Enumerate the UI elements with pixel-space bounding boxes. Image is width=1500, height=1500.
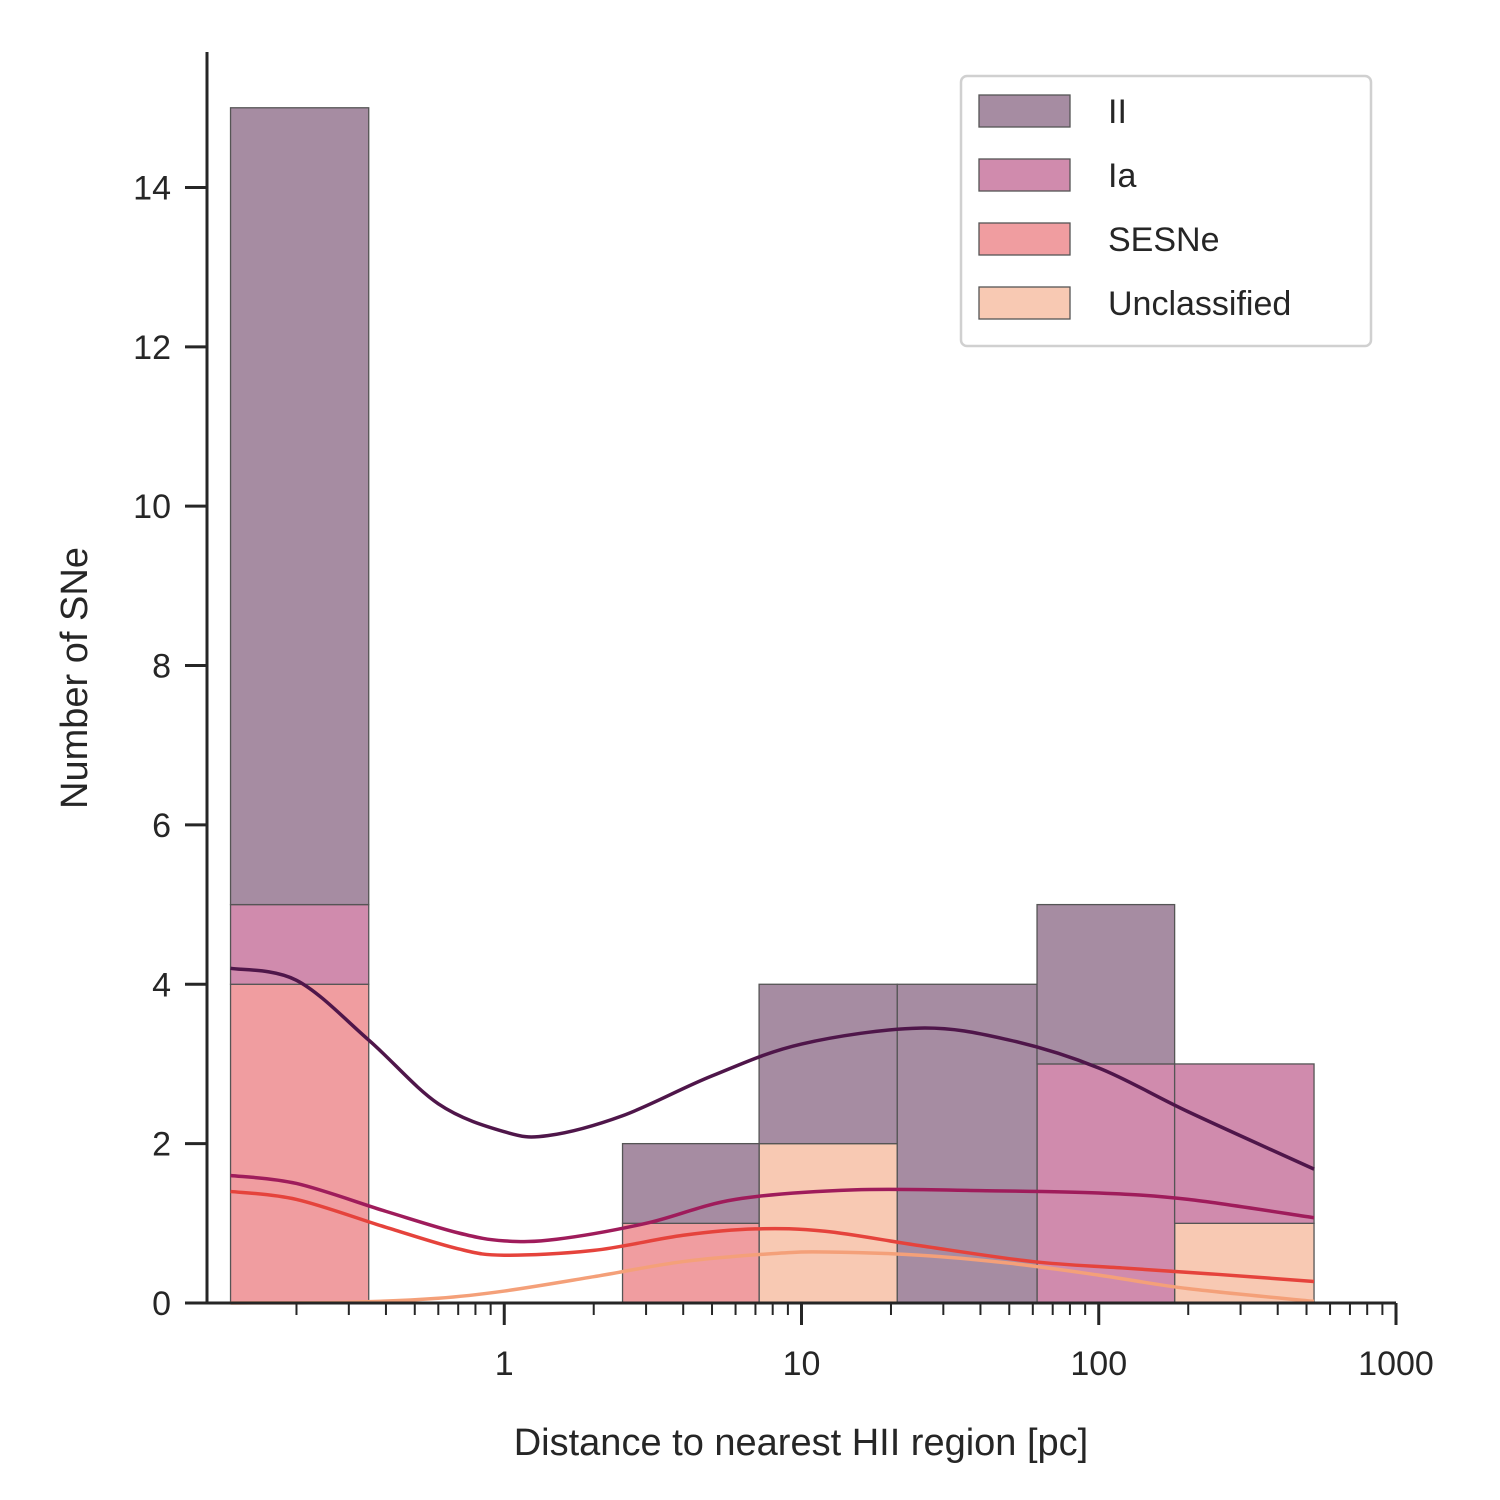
x-ticks: 1 10 100 1000 [295,1303,1434,1383]
y-tick-label: 12 [133,329,171,367]
legend-swatch-ia [978,158,1071,192]
y-tick-label: 10 [133,488,171,526]
y-axis-title: Number of SNe [54,547,96,809]
legend-label-sesne: SESNe [1108,221,1220,259]
x-tick-label: 100 [1070,1345,1127,1383]
y-tick-label: 0 [152,1285,171,1323]
bar-ii-bin-4 [758,983,898,1145]
legend-label-ii: II [1108,93,1127,131]
x-tick-label: 1000 [1358,1345,1434,1383]
kde-ia [230,1173,1315,1244]
bar-sesne-bin-3 [621,1222,760,1304]
bar-ii-bin-1 [229,107,370,906]
bar-ia-bin-1 [229,903,370,985]
kde-curves [230,966,1315,1305]
x-tick-label: 1 [495,1345,514,1383]
legend-swatch-unclassified [978,286,1071,320]
bar-sesne-bin-1 [229,983,370,1304]
bar-ii-bin-5 [896,983,1038,1304]
legend-label-ia: Ia [1108,157,1136,195]
y-tick-label: 14 [133,169,171,207]
legend-frame [959,74,1373,348]
legend-label-unclassified: Unclassified [1108,285,1291,323]
legend: II Ia SESNe Unclassified [959,74,1373,348]
x-axis-title: Distance to nearest HII region [pc] [514,1422,1089,1464]
kde-sesne [230,1189,1315,1284]
bar-ii-bin-6 [1036,903,1176,1065]
bar-unclassified-bin-4 [758,1142,898,1304]
bar-ia-bin-7 [1173,1063,1315,1224]
y-tick-label: 2 [152,1126,171,1164]
kde-unclassified [230,1250,1315,1305]
kde-ii [230,966,1315,1171]
y-tick-label: 4 [152,966,171,1004]
legend-swatch-sesne [978,222,1071,256]
y-tick-label: 8 [152,648,171,686]
legend-swatch-ii [978,94,1071,128]
y-ticks: 0 2 4 6 8 10 12 14 [133,169,207,1323]
x-tick-label: 10 [783,1345,821,1383]
y-tick-label: 6 [152,807,171,845]
